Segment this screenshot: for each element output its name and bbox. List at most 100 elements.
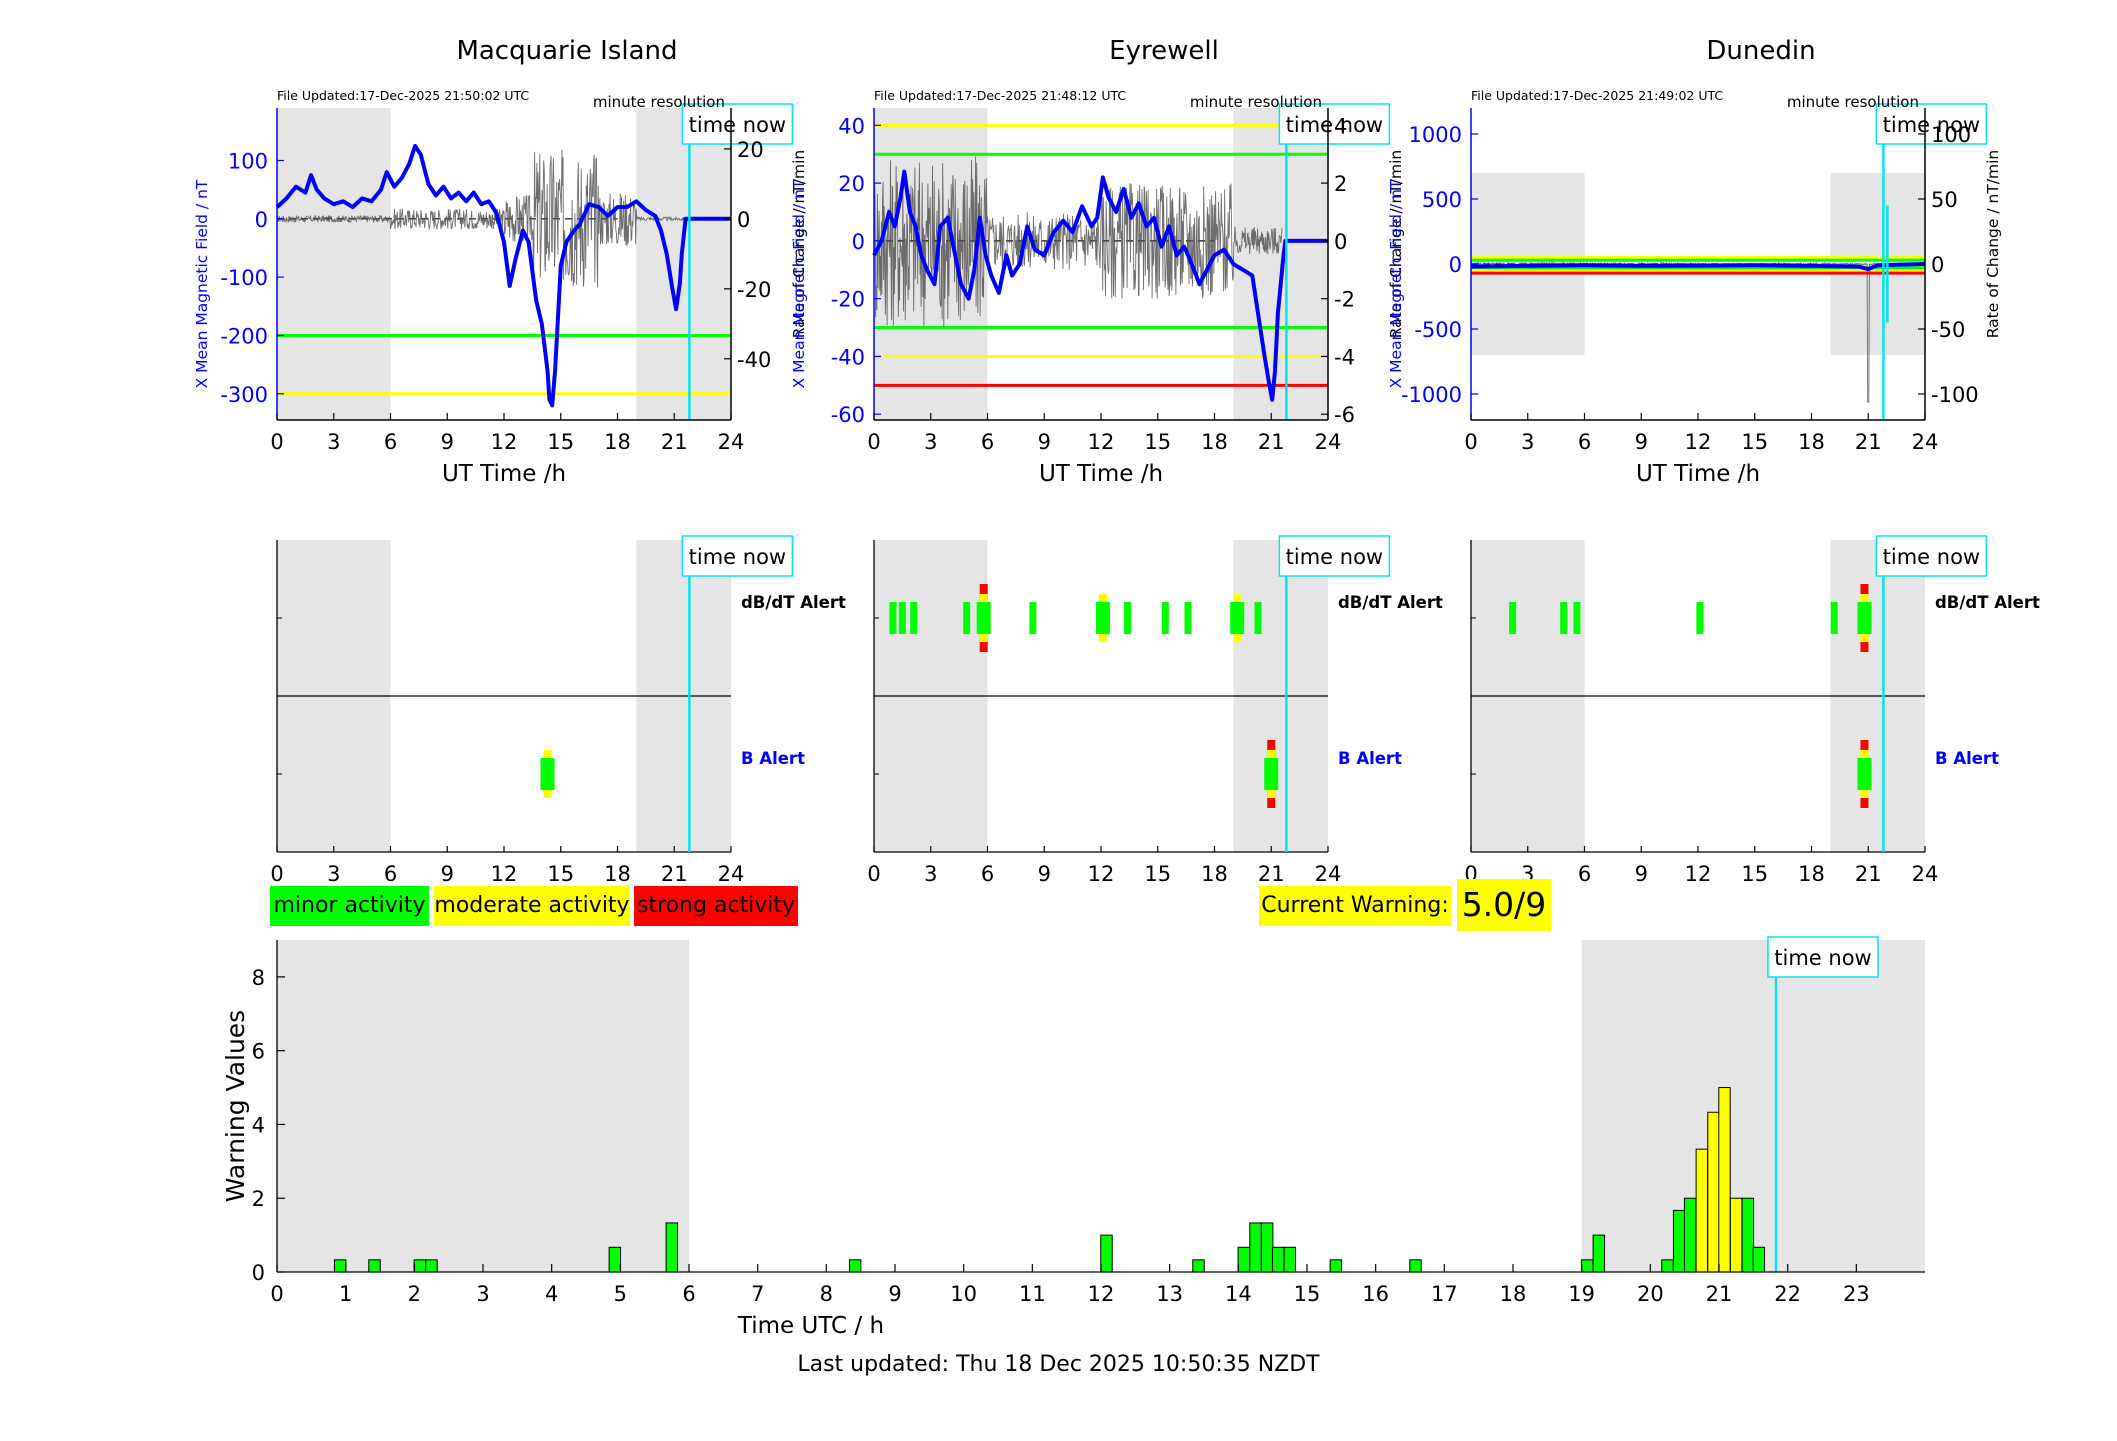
mean-field-trace bbox=[1470, 262, 1926, 272]
warning-bar bbox=[848, 1259, 862, 1273]
warning-bar bbox=[368, 1259, 381, 1273]
x-tick-label: 6 bbox=[384, 862, 397, 886]
alert-mark-minor bbox=[910, 602, 918, 634]
x-tick-label: 15 bbox=[1144, 430, 1171, 454]
legend-strong: strong activity bbox=[634, 886, 798, 926]
alert-mark-minor bbox=[976, 602, 991, 634]
warning-bar bbox=[1409, 1259, 1422, 1273]
x-tick-label: 18 bbox=[1201, 430, 1228, 454]
x-tick-label: 6 bbox=[1578, 862, 1591, 886]
x-tick-label: 13 bbox=[1156, 1282, 1183, 1306]
y-tick-label: 2 bbox=[252, 1187, 265, 1211]
alert-mark-minor bbox=[889, 602, 897, 634]
x-tick-label: 18 bbox=[1500, 1282, 1527, 1306]
x-tick-label: 24 bbox=[718, 430, 745, 454]
x-tick-label: 24 bbox=[1315, 862, 1342, 886]
warning-bar bbox=[1249, 1222, 1262, 1273]
alert-panel-eyrewell: time now dB/dT Alert B Alert 0 3 6 9 12 15 18 21 24 bbox=[867, 535, 1443, 886]
warning-bar bbox=[1672, 1209, 1686, 1273]
last-updated: Last updated: Thu 18 Dec 2025 10:50:35 N… bbox=[797, 1352, 1320, 1377]
b-alert-label: B Alert bbox=[1338, 749, 1402, 768]
alert-panel-macquarie: time now dB/dT Alert B Alert 0 3 6 9 12 15 18 21 24 bbox=[270, 535, 846, 886]
alert-mark-minor bbox=[1029, 602, 1037, 634]
left-tick-label: 20 bbox=[838, 172, 865, 196]
left-tick-label: -100 bbox=[220, 266, 268, 290]
x-axis-label: UT Time /h bbox=[1636, 461, 1760, 487]
right-tick-label: -6 bbox=[1334, 403, 1355, 427]
x-tick-label: 3 bbox=[327, 862, 340, 886]
x-tick-label: 0 bbox=[867, 430, 880, 454]
alert-mark-minor bbox=[1573, 602, 1581, 634]
warning-bar bbox=[1192, 1259, 1205, 1273]
left-tick-label: 100 bbox=[228, 149, 268, 173]
y-axis-right-label: Rate of Change / nT/min bbox=[1984, 150, 2002, 339]
warning-bar bbox=[1695, 1148, 1709, 1273]
warning-bar bbox=[1752, 1246, 1766, 1273]
alert-mark-minor bbox=[1161, 602, 1169, 634]
x-tick-label: 5 bbox=[614, 1282, 627, 1306]
warning-bar bbox=[1592, 1234, 1606, 1273]
x-tick-label: 19 bbox=[1568, 1282, 1595, 1306]
warning-bar bbox=[1260, 1222, 1274, 1273]
x-tick-label: 11 bbox=[1019, 1282, 1046, 1306]
x-tick-label: 9 bbox=[1635, 430, 1648, 454]
warning-bar bbox=[425, 1259, 438, 1273]
time-now-box bbox=[1278, 103, 1391, 145]
x-axis-label: Time UTC / h bbox=[737, 1313, 884, 1339]
field-panel-macquarie: time now 100 0 -100 -200 -300 20 0 -20 -40 0 3 6 9 12 1… bbox=[193, 88, 808, 487]
rate-of-change-trace bbox=[276, 149, 686, 288]
warning-bar bbox=[1707, 1111, 1720, 1273]
x-tick-label: 9 bbox=[1635, 862, 1648, 886]
current-warning-label: Current Warning: bbox=[1259, 886, 1451, 926]
warning-bar bbox=[1271, 1246, 1285, 1273]
time-now-box bbox=[681, 535, 794, 577]
file-updated: File Updated:17-Dec-2025 21:50:02 UTC bbox=[277, 88, 529, 103]
alert-mark-minor bbox=[1696, 602, 1704, 634]
alert-mark-minor bbox=[1230, 602, 1245, 634]
left-tick-label: 500 bbox=[1422, 188, 1462, 212]
left-tick-label: -60 bbox=[831, 403, 865, 427]
alert-mark-minor bbox=[540, 758, 555, 790]
resolution-label: minute resolution bbox=[593, 93, 725, 111]
night-band bbox=[277, 940, 689, 1272]
x-tick-label: 15 bbox=[547, 862, 574, 886]
warning-bar bbox=[608, 1246, 622, 1273]
left-tick-label: -300 bbox=[220, 383, 268, 407]
x-tick-label: 23 bbox=[1843, 1282, 1870, 1306]
y-axis-left-label: X Mean Magnetic Field / nT bbox=[790, 179, 808, 388]
x-tick-label: 16 bbox=[1362, 1282, 1389, 1306]
x-tick-label: 2 bbox=[408, 1282, 421, 1306]
x-tick-label: 6 bbox=[384, 430, 397, 454]
right-tick-label: 2 bbox=[1334, 172, 1347, 196]
x-tick-label: 6 bbox=[981, 430, 994, 454]
time-now-box bbox=[1875, 535, 1988, 577]
panel-title-dunedin: Dunedin bbox=[1706, 36, 1816, 66]
x-tick-label: 6 bbox=[1578, 430, 1591, 454]
warning-bar bbox=[1580, 1259, 1594, 1273]
time-now-label: time now bbox=[689, 545, 786, 569]
current-warning-value: 5.0/9 bbox=[1457, 879, 1551, 931]
warning-bar bbox=[1729, 1197, 1743, 1273]
x-tick-label: 12 bbox=[1088, 430, 1115, 454]
x-tick-label: 1 bbox=[339, 1282, 352, 1306]
warning-bar bbox=[1329, 1259, 1343, 1273]
x-tick-label: 24 bbox=[718, 862, 745, 886]
x-tick-label: 3 bbox=[924, 430, 937, 454]
time-now-box bbox=[1767, 936, 1879, 978]
time-now-label: time now bbox=[1286, 113, 1383, 137]
resolution-label: minute resolution bbox=[1787, 93, 1919, 111]
x-tick-label: 8 bbox=[820, 1282, 833, 1306]
x-tick-label: 18 bbox=[1798, 862, 1825, 886]
x-tick-label: 10 bbox=[950, 1282, 977, 1306]
x-tick-label: 12 bbox=[1088, 1282, 1115, 1306]
x-tick-label: 0 bbox=[270, 430, 283, 454]
x-tick-label: 6 bbox=[981, 862, 994, 886]
alert-mark-minor bbox=[963, 602, 971, 634]
right-tick-label: -40 bbox=[737, 348, 771, 372]
panel-title-macquarie: Macquarie Island bbox=[456, 36, 678, 66]
x-tick-label: 6 bbox=[682, 1282, 695, 1306]
time-now-box bbox=[1875, 103, 1988, 145]
